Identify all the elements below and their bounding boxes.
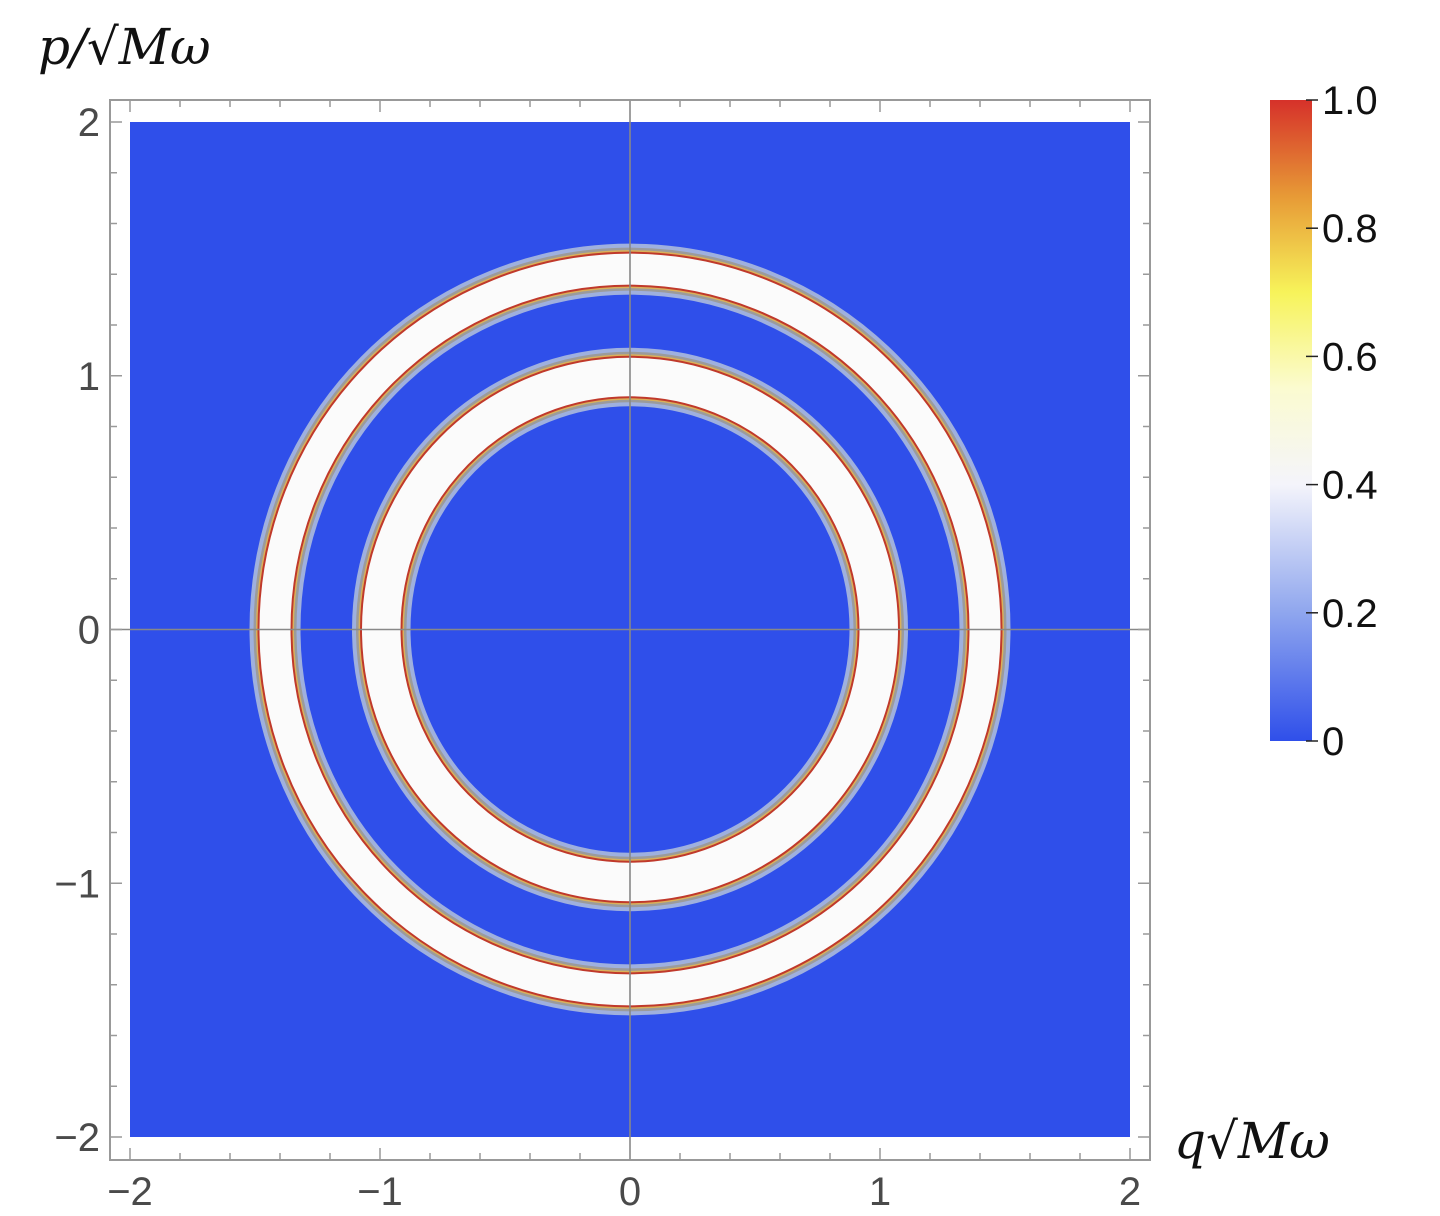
colorbar-tick-label: 0.2 — [1322, 592, 1378, 636]
colorbar — [1270, 100, 1312, 741]
colorbar-tick-label: 0 — [1322, 720, 1344, 764]
colorbar-tick-label: 0.8 — [1322, 207, 1378, 251]
y-tick-label: −1 — [54, 862, 100, 906]
x-tick-label: −1 — [357, 1170, 403, 1214]
x-tick-label: 1 — [869, 1170, 891, 1214]
axes-layer — [110, 100, 1150, 1160]
y-tick-label: 2 — [78, 101, 100, 145]
colorbar-tick-label: 0.6 — [1322, 335, 1378, 379]
x-tick-label: 2 — [1119, 1170, 1141, 1214]
colorbar-tick-label: 0.4 — [1322, 464, 1378, 508]
y-tick-label: 1 — [78, 355, 100, 399]
y-tick-label: −2 — [54, 1116, 100, 1160]
y-axis-title: p/√Mω — [38, 18, 211, 76]
y-tick-label: 0 — [78, 609, 100, 653]
x-tick-label: 0 — [619, 1170, 641, 1214]
colorbar-ticks: 0 0.2 0.4 0.6 0.8 1.0 — [1306, 79, 1378, 764]
colorbar-tick-label: 1.0 — [1322, 79, 1378, 123]
ticks-layer: −2−2 −1 −1 0 0 1 1 2 2 — [54, 100, 1150, 1214]
x-axis-title: q√Mω — [1174, 1112, 1330, 1170]
x-tick-label: −2 — [107, 1170, 153, 1214]
